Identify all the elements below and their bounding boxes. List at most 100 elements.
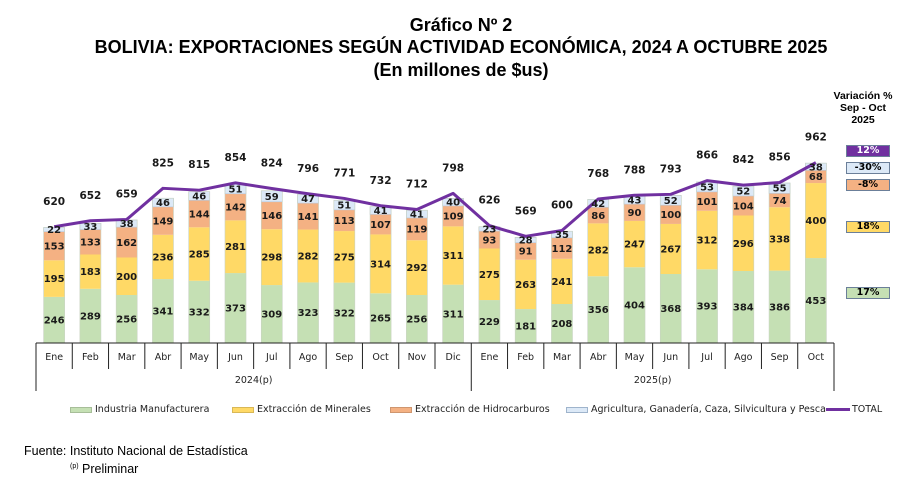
x-group-label: 2024(p)	[235, 375, 273, 386]
data-label-minerales: 311	[443, 251, 464, 262]
data-label-manufactura: 332	[189, 307, 210, 318]
bar-segment-minerales	[696, 210, 718, 270]
data-label-agricultura: 40	[446, 198, 460, 209]
variation-agricultura-box: -30%	[846, 162, 890, 174]
data-label-agricultura: 33	[83, 222, 97, 233]
data-label-minerales: 400	[805, 216, 826, 227]
bar-segment-minerales	[732, 215, 754, 271]
preliminary-marker: (p)	[70, 463, 79, 470]
data-label-manufactura: 208	[552, 319, 573, 330]
bar-segment-minerales	[623, 220, 646, 268]
x-tick-label: Abr	[590, 352, 607, 363]
bar-segment-manufactura	[587, 276, 609, 343]
data-label-manufactura: 323	[298, 308, 319, 319]
data-label-total: 652	[79, 190, 101, 202]
data-label-minerales: 183	[80, 267, 101, 278]
legend-swatch-total	[826, 408, 850, 411]
x-tick-label: Sep	[335, 352, 353, 363]
data-label-total: 659	[116, 188, 138, 200]
variation-heading-line3: 2025	[851, 114, 875, 126]
data-label-agricultura: 53	[700, 182, 714, 193]
x-tick-label: Mar	[553, 352, 571, 363]
data-label-manufactura: 386	[769, 302, 790, 313]
bar-segment-minerales	[224, 220, 247, 274]
x-tick-label: Feb	[82, 352, 99, 363]
data-label-manufactura: 393	[697, 302, 718, 313]
bar-segment-minerales	[515, 259, 537, 310]
total-line-layer	[53, 161, 817, 238]
data-label-minerales: 296	[733, 239, 754, 250]
bar-segment-hidrocarburos	[370, 214, 392, 235]
variation-total-box: 12%	[846, 145, 890, 157]
data-label-hidrocarburos: 104	[733, 201, 754, 212]
data-label-minerales: 314	[370, 259, 391, 270]
data-label-minerales: 281	[225, 242, 246, 253]
data-label-total: 798	[442, 162, 464, 174]
preliminary-note: (p) Preliminar	[24, 459, 248, 477]
bar-segment-hidrocarburos	[769, 193, 791, 208]
data-label-agricultura: 52	[736, 187, 750, 198]
data-label-hidrocarburos: 93	[482, 235, 496, 246]
data-label-agricultura: 46	[192, 192, 206, 203]
chart-main-title: BOLIVIA: EXPORTACIONES SEGÚN ACTIVIDAD E…	[94, 37, 828, 57]
data-label-minerales: 298	[261, 253, 282, 264]
data-label-agricultura: 59	[265, 192, 279, 203]
data-label-total: 768	[587, 168, 609, 180]
data-label-agricultura: 41	[374, 206, 388, 217]
data-label-total: 569	[515, 205, 537, 217]
bar-segment-manufactura	[79, 288, 101, 343]
data-label-agricultura: 22	[47, 225, 61, 236]
bar-segment-hidrocarburos	[261, 201, 283, 230]
x-tick-label: Ene	[480, 352, 498, 363]
data-label-total: 712	[406, 179, 428, 191]
chart-titles: Gráfico Nº 2 BOLIVIA: EXPORTACIONES SEGÚ…	[0, 14, 922, 82]
data-label-agricultura: 51	[337, 201, 351, 212]
preliminary-text: Preliminar	[82, 462, 139, 477]
bar-segment-hidrocarburos	[696, 191, 718, 211]
data-label-minerales: 236	[153, 252, 174, 263]
bar-segment-manufactura	[551, 304, 573, 343]
data-label-agricultura: 51	[229, 184, 243, 195]
data-label-manufactura: 309	[261, 310, 282, 321]
bar-segment-hidrocarburos	[660, 205, 682, 224]
x-tick-label: Mar	[118, 352, 136, 363]
data-label-manufactura: 181	[515, 322, 536, 333]
data-label-total: 793	[660, 163, 682, 175]
data-label-manufactura: 322	[334, 308, 355, 319]
bar-segment-hidrocarburos	[442, 205, 464, 227]
data-label-total: 825	[152, 157, 174, 169]
data-label-hidrocarburos: 101	[697, 197, 718, 208]
data-label-agricultura: 47	[301, 194, 315, 205]
data-label-hidrocarburos: 68	[809, 172, 823, 183]
bar-segment-minerales	[587, 223, 609, 277]
legend-item-total: TOTAL	[826, 404, 882, 415]
bars-layer	[43, 162, 827, 344]
data-label-agricultura: 38	[120, 219, 134, 230]
x-tick-label: Jun	[662, 352, 678, 363]
data-label-manufactura: 229	[479, 317, 500, 328]
data-label-minerales: 267	[660, 244, 681, 255]
data-label-manufactura: 265	[370, 314, 391, 325]
bar-segment-manufactura	[732, 271, 754, 343]
legend-item-hidrocarburos: Extracción de Hidrocarburos	[390, 404, 550, 415]
data-label-hidrocarburos: 133	[80, 238, 101, 249]
legend-label: Agricultura, Ganadería, Caza, Silvicultu…	[591, 404, 826, 415]
chart-units-subtitle: (En millones de $us)	[373, 60, 549, 80]
data-label-total: 732	[370, 175, 392, 187]
legend-label: Extracción de Minerales	[257, 404, 371, 415]
variation-heading: Variación % Sep - Oct 2025	[826, 90, 900, 126]
bar-segment-manufactura	[188, 280, 210, 343]
data-label-minerales: 312	[697, 236, 718, 247]
data-label-minerales: 275	[334, 252, 355, 263]
data-label-hidrocarburos: 119	[406, 225, 427, 236]
data-label-minerales: 195	[44, 274, 65, 285]
data-label-total: 854	[225, 152, 247, 164]
legend-label: Extracción de Hidrocarburos	[415, 404, 550, 415]
bar-segment-hidrocarburos	[79, 229, 101, 255]
x-tick-label: Ago	[299, 352, 318, 363]
data-label-minerales: 285	[189, 250, 210, 261]
data-label-minerales: 247	[624, 240, 645, 251]
bar-segment-hidrocarburos	[515, 242, 537, 260]
bar-segment-hidrocarburos	[43, 231, 65, 261]
